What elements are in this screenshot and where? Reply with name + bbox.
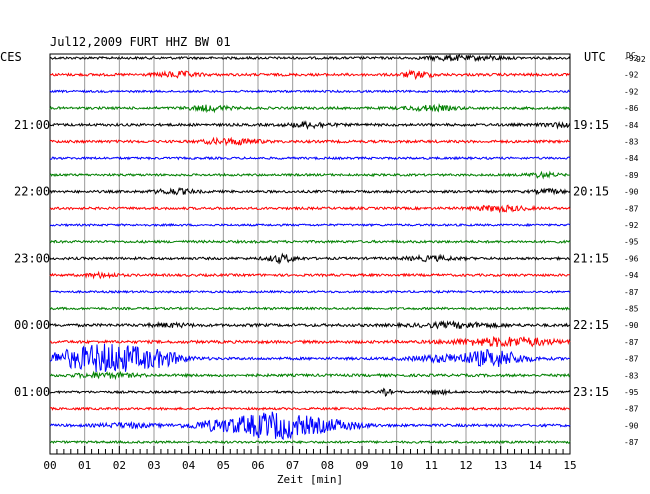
trace-line bbox=[49, 120, 571, 131]
plot-frame bbox=[49, 53, 571, 455]
x-tick-label: 12 bbox=[459, 459, 472, 472]
dc-first-value: 92 bbox=[636, 55, 646, 64]
trace-line bbox=[49, 306, 571, 311]
trace-group bbox=[49, 54, 571, 445]
time-label-group: 21:00 22:00 23:00 00:00 01:00 19:15 20:15 21:15… bbox=[14, 118, 609, 399]
x-tick-label: 08 bbox=[321, 459, 334, 472]
dc-value: -87 bbox=[624, 438, 639, 447]
dc-value: -92 bbox=[624, 54, 639, 63]
x-tick-label: 06 bbox=[251, 459, 264, 472]
trace-line bbox=[49, 69, 571, 81]
x-tick-label: 07 bbox=[286, 459, 299, 472]
dc-value: -86 bbox=[624, 104, 639, 113]
dc-value: -87 bbox=[624, 288, 639, 297]
trace-line bbox=[49, 319, 571, 330]
x-tick-label: 15 bbox=[563, 459, 576, 472]
trace-line bbox=[49, 170, 570, 180]
chart-title: Jul12,2009 FURT HHZ BW 01 bbox=[50, 35, 231, 49]
x-tick-label: 01 bbox=[78, 459, 91, 472]
trace-line bbox=[49, 406, 571, 412]
x-tick-label: 05 bbox=[217, 459, 230, 472]
trace-line bbox=[49, 343, 571, 372]
dc-value: -92 bbox=[624, 71, 639, 80]
x-tick-label: 00 bbox=[43, 459, 56, 472]
left-header: CES bbox=[0, 50, 22, 64]
trace-line bbox=[49, 335, 571, 348]
x-tick-label: 03 bbox=[147, 459, 160, 472]
dc-value: -95 bbox=[624, 238, 639, 247]
left-time-label: 01:00 bbox=[14, 385, 50, 399]
x-tick-label: 04 bbox=[182, 459, 196, 472]
right-time-label: 20:15 bbox=[573, 185, 609, 199]
trace-line bbox=[49, 156, 571, 161]
x-axis-label: Zeit [min] bbox=[277, 473, 343, 486]
left-time-label: 22:00 bbox=[14, 185, 50, 199]
dc-value: -95 bbox=[624, 388, 639, 397]
dc-value: -94 bbox=[624, 271, 639, 280]
x-tick-label: 09 bbox=[355, 459, 368, 472]
dc-value: -87 bbox=[624, 355, 639, 364]
dc-value: -84 bbox=[624, 121, 639, 130]
dc-value: -96 bbox=[624, 254, 639, 263]
trace-line bbox=[49, 370, 571, 381]
dc-header: DC bbox=[626, 51, 636, 60]
x-tick-label: 10 bbox=[390, 459, 403, 472]
trace-line bbox=[49, 102, 571, 114]
dc-value: -87 bbox=[624, 405, 639, 414]
grid-lines bbox=[84, 54, 536, 454]
trace-line bbox=[49, 289, 571, 294]
dc-value: -90 bbox=[624, 188, 639, 197]
trace-line bbox=[49, 187, 571, 196]
dc-value: -92 bbox=[624, 221, 639, 230]
right-time-label: 19:15 bbox=[573, 118, 609, 132]
left-time-label: 00:00 bbox=[14, 318, 50, 332]
x-tick-label: 13 bbox=[494, 459, 507, 472]
right-time-label: 21:15 bbox=[573, 251, 609, 265]
x-tick-label: 14 bbox=[529, 459, 543, 472]
trace-line bbox=[49, 54, 571, 63]
dc-value: -84 bbox=[624, 154, 639, 163]
trace-line bbox=[49, 270, 571, 280]
right-header: UTC bbox=[584, 50, 606, 64]
dc-value: -89 bbox=[624, 171, 639, 180]
dc-label-group: -92 -92 -92 -86 -84 -83 -84 -89 -90 -87 -92 -95 -96 -… bbox=[624, 54, 639, 447]
x-tick-label: 11 bbox=[425, 459, 438, 472]
dc-value: -85 bbox=[624, 305, 639, 314]
dc-value: -90 bbox=[624, 321, 639, 330]
left-time-label: 21:00 bbox=[14, 118, 50, 132]
dc-value: -83 bbox=[624, 138, 639, 147]
trace-line bbox=[49, 89, 571, 94]
dc-value: -87 bbox=[624, 204, 639, 213]
trace-line bbox=[49, 136, 571, 147]
trace-line bbox=[49, 252, 571, 265]
trace-line bbox=[49, 411, 571, 441]
right-time-label: 23:15 bbox=[573, 385, 609, 399]
trace-line bbox=[49, 387, 571, 397]
right-time-label: 22:15 bbox=[573, 318, 609, 332]
left-time-label: 23:00 bbox=[14, 251, 50, 265]
x-axis: 00 01 02 03 04 05 06 07 08 09 10 11 12 13 14 15 bbox=[43, 446, 577, 472]
dc-value: -87 bbox=[624, 338, 639, 347]
trace-line bbox=[49, 204, 571, 214]
trace-line bbox=[49, 439, 571, 445]
dc-value: -92 bbox=[624, 87, 639, 96]
trace-line bbox=[49, 239, 571, 245]
dc-value: -83 bbox=[624, 371, 639, 380]
x-tick-label: 02 bbox=[113, 459, 126, 472]
trace-line bbox=[49, 222, 571, 228]
dc-value: -90 bbox=[624, 421, 639, 430]
